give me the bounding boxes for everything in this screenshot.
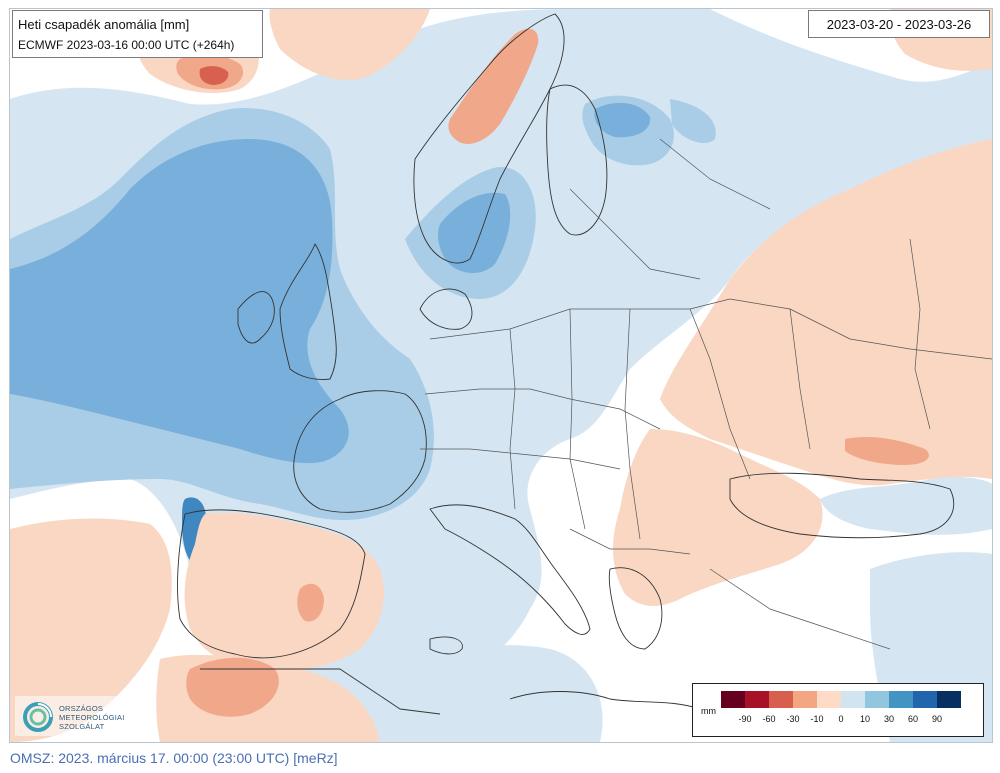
model-run-label: ECMWF 2023-03-16 00:00 UTC (+264h) (18, 38, 235, 52)
period-box: 2023-03-20 - 2023-03-26 (808, 10, 990, 38)
legend-swatch (745, 691, 769, 708)
precipitation-anomaly-map (10, 9, 992, 742)
legend-tick-label: 10 (859, 714, 871, 724)
omsz-logo: ORSZÁGOS METEOROLÓGIAI SZOLGÁLAT (15, 696, 135, 736)
footer-credit: OMSZ: 2023. március 17. 00:00 (23:00 UTC… (10, 750, 338, 766)
dry-light-iberia (184, 512, 384, 671)
legend-swatch (889, 691, 913, 708)
dry-light-east (660, 139, 992, 486)
coastlines (177, 13, 955, 715)
legend-tick-label: -90 (738, 714, 752, 724)
wet-strong-area (10, 139, 349, 464)
country-borders (420, 138, 992, 650)
wet-strong-norway (437, 192, 511, 274)
legend-swatch (865, 691, 889, 708)
color-legend: mm -90 -60 -30 -10 0 10 30 60 90 (692, 683, 984, 737)
legend-unit: mm (701, 706, 716, 716)
legend-swatch (937, 691, 961, 708)
legend-tick-label: 60 (907, 714, 919, 724)
legend-tick-label: -10 (810, 714, 824, 724)
legend-swatch (721, 691, 745, 708)
legend-tick-label: 30 (883, 714, 895, 724)
dry-mid-turkey (845, 437, 929, 465)
wet-strong-finland (594, 102, 651, 138)
map-title: Heti csapadék anomália [mm] (18, 17, 190, 32)
logo-line-2: METEOROLÓGIAI (59, 713, 125, 722)
legend-tick-label: -60 (762, 714, 776, 724)
legend-swatch (769, 691, 793, 708)
logo-line-1: ORSZÁGOS (59, 704, 104, 713)
map-title-box: Heti csapadék anomália [mm] ECMWF 2023-0… (12, 10, 263, 58)
logo-line-3: SZOLGÁLAT (59, 722, 105, 731)
map-frame: Heti csapadék anomália [mm] ECMWF 2023-0… (9, 8, 993, 743)
legend-ticks: -90 -60 -30 -10 0 10 30 60 90 (721, 714, 961, 728)
forecast-period: 2023-03-20 - 2023-03-26 (826, 17, 972, 32)
wet-light-southeast (820, 476, 992, 535)
wet-light-south (340, 645, 603, 742)
dry-mid-north-africa (186, 657, 279, 717)
dry-light-atlantic-southwest (10, 518, 172, 742)
legend-tick-label: -30 (786, 714, 800, 724)
dry-mid-spain (297, 583, 324, 622)
legend-swatch (913, 691, 937, 708)
legend-swatches (721, 691, 961, 708)
dry-mid-norway-coast (448, 28, 539, 144)
wet-mid-north (670, 99, 716, 144)
legend-tick-label: 90 (931, 714, 943, 724)
logo-swirl-icon (23, 702, 53, 732)
dry-light-greenland-sea (269, 9, 430, 80)
dry-strong-iceland (199, 66, 229, 85)
legend-swatch (841, 691, 865, 708)
legend-swatch (817, 691, 841, 708)
legend-tick-label: 0 (838, 714, 844, 724)
legend-swatch (793, 691, 817, 708)
